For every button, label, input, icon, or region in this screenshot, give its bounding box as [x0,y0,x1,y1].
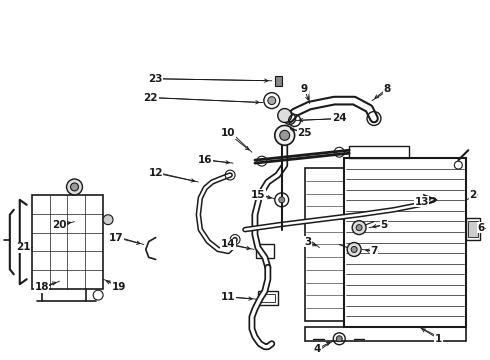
Bar [258,291,278,305]
Text: 6: 6 [478,222,485,233]
Text: 14: 14 [221,239,235,249]
Text: 4: 4 [314,344,321,354]
Circle shape [351,247,357,252]
Text: 17: 17 [109,233,123,243]
Text: 13: 13 [415,197,429,207]
Text: 18: 18 [34,282,49,292]
Circle shape [67,179,82,195]
Text: 7: 7 [370,247,378,256]
Text: 2: 2 [469,190,477,200]
Text: 12: 12 [148,168,163,178]
Circle shape [71,183,78,191]
Circle shape [356,225,362,231]
Bar [261,294,275,302]
Circle shape [268,96,276,105]
Circle shape [347,243,361,256]
Text: 1: 1 [435,334,442,344]
Text: 5: 5 [380,220,388,230]
Circle shape [336,336,342,342]
Bar [344,158,466,327]
Text: 24: 24 [332,113,346,123]
Text: 3: 3 [304,237,311,247]
Circle shape [278,109,292,122]
Bar [466,218,480,239]
Bar [305,327,466,341]
Circle shape [279,197,285,203]
Bar [305,168,344,321]
Circle shape [275,125,294,145]
Text: 15: 15 [251,190,265,200]
Text: 9: 9 [301,84,308,94]
Circle shape [280,130,290,140]
Text: 11: 11 [221,292,235,302]
Bar [468,221,478,237]
Text: 8: 8 [383,84,391,94]
Bar [275,76,282,86]
Text: 19: 19 [112,282,126,292]
Circle shape [103,215,113,225]
Text: 10: 10 [221,129,235,138]
Text: 16: 16 [198,155,213,165]
Text: 23: 23 [148,74,163,84]
Bar [256,244,274,258]
Text: 20: 20 [52,220,67,230]
Text: 25: 25 [297,129,312,138]
Circle shape [352,221,366,235]
Bar [349,146,409,158]
Bar [32,195,103,289]
Text: 21: 21 [17,243,31,252]
Text: 22: 22 [144,93,158,103]
